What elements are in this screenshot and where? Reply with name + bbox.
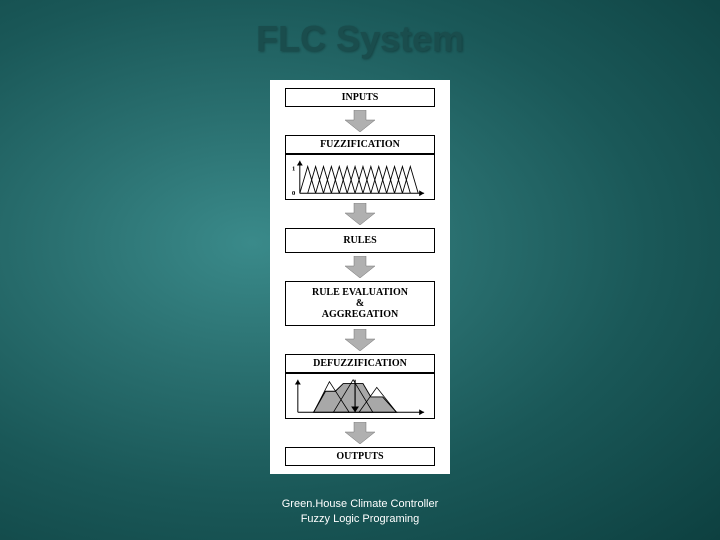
flow-rules: RULES	[285, 228, 435, 253]
slide-title: FLC System	[0, 0, 720, 60]
footer-line-2: Fuzzy Logic Programing	[0, 512, 720, 526]
arrow-2	[345, 203, 375, 225]
svg-text:1: 1	[292, 165, 296, 172]
flow-defuzzification-label: DEFUZZIFICATION	[285, 354, 435, 373]
flow-rule-eval-amp: &	[286, 298, 434, 309]
flow-outputs: OUTPUTS	[285, 447, 435, 466]
arrow-1	[345, 110, 375, 132]
flow-rule-eval-line2: AGGREGATION	[286, 309, 434, 320]
flow-defuzzification-graph	[285, 373, 435, 419]
flow-fuzzification-label: FUZZIFICATION	[285, 135, 435, 154]
footer-line-1: Green.House Climate Controller	[0, 497, 720, 511]
svg-text:0: 0	[292, 190, 296, 197]
flow-fuzzification-graph: 1 0	[285, 154, 435, 200]
arrow-4	[345, 329, 375, 351]
flow-rule-eval-line1: RULE EVALUATION	[286, 287, 434, 298]
flow-inputs: INPUTS	[285, 88, 435, 107]
arrow-5	[345, 422, 375, 444]
arrow-3	[345, 256, 375, 278]
flow-rule-eval-aggregation: RULE EVALUATION & AGGREGATION	[285, 281, 435, 326]
flc-flowchart: INPUTS FUZZIFICATION 1 0	[270, 80, 450, 474]
slide-footer: Green.House Climate Controller Fuzzy Log…	[0, 497, 720, 526]
